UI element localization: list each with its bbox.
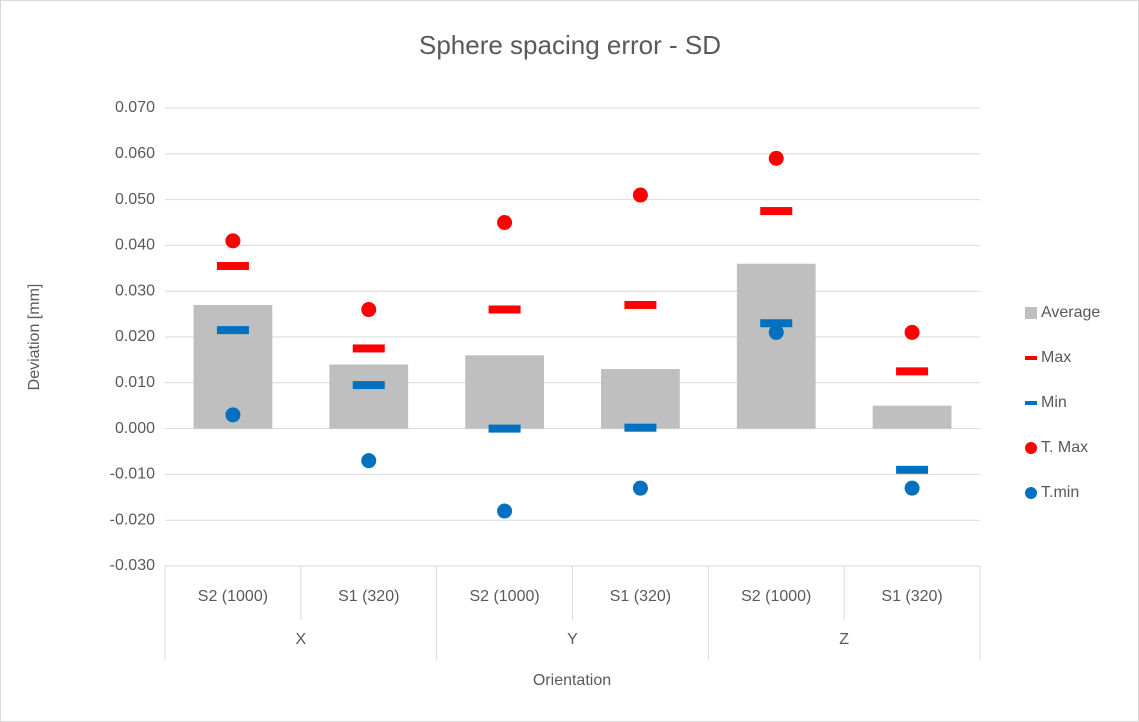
y-tick-label: -0.030: [110, 557, 155, 574]
dash-marker: [216, 262, 249, 271]
legend-label: T.min: [1041, 484, 1079, 501]
group-label: Z: [839, 631, 849, 648]
dot-marker: [497, 503, 513, 519]
y-axis-label: Deviation [mm]: [26, 284, 43, 391]
dash-marker: [216, 326, 249, 335]
legend-swatch: [1025, 487, 1037, 499]
group-label: X: [295, 631, 306, 648]
dash-marker: [760, 207, 793, 216]
y-tick-label: 0.030: [115, 282, 155, 299]
legend-swatch: [1025, 356, 1037, 360]
x-axis-label: Orientation: [533, 672, 611, 689]
dot-marker: [225, 233, 241, 249]
dash-marker: [624, 423, 657, 432]
dash-marker: [488, 305, 521, 314]
x-tick-label: S1 (320): [338, 588, 399, 605]
x-tick-label: S2 (1000): [469, 588, 539, 605]
dot-marker: [768, 150, 784, 166]
chart-title: Sphere spacing error - SD: [419, 30, 721, 60]
bar: [872, 405, 952, 429]
y-tick-label: 0.070: [115, 99, 155, 116]
dot-marker: [225, 407, 241, 423]
legend-label: T. Max: [1041, 439, 1088, 456]
y-tick-label: 0.050: [115, 191, 155, 208]
dot-marker: [361, 453, 377, 469]
bar: [736, 263, 816, 429]
y-tick-label: 0.040: [115, 237, 155, 254]
dot-marker: [904, 324, 920, 340]
legend-label: Max: [1041, 349, 1071, 366]
y-tick-label: 0.000: [115, 420, 155, 437]
dash-marker: [352, 344, 385, 353]
legend-label: Average: [1041, 304, 1100, 321]
dot-marker: [904, 480, 920, 496]
dot-marker: [361, 302, 377, 318]
dash-marker: [760, 319, 793, 328]
x-tick-label: S2 (1000): [741, 588, 811, 605]
y-tick-label: -0.020: [110, 511, 155, 528]
y-tick-label: -0.010: [110, 466, 155, 483]
x-tick-label: S2 (1000): [198, 588, 268, 605]
bar: [465, 355, 544, 429]
y-tick-label: 0.020: [115, 328, 155, 345]
legend-swatch: [1025, 401, 1037, 405]
dot-marker: [632, 480, 648, 496]
x-tick-label: S1 (320): [881, 588, 942, 605]
dash-marker: [488, 424, 521, 433]
bar: [601, 369, 680, 429]
group-label: Y: [567, 631, 578, 648]
dash-marker: [896, 465, 929, 474]
y-tick-label: 0.010: [115, 374, 155, 391]
y-tick-label: 0.060: [115, 145, 155, 162]
x-tick-label: S1 (320): [610, 588, 671, 605]
dash-marker: [896, 367, 929, 376]
legend-swatch: [1025, 442, 1037, 454]
bar: [329, 364, 409, 429]
dot-marker: [632, 187, 648, 203]
dash-marker: [624, 300, 657, 309]
legend-swatch: [1025, 307, 1037, 319]
legend-label: Min: [1041, 394, 1067, 411]
dash-marker: [352, 381, 385, 390]
dot-marker: [497, 215, 513, 230]
dot-marker: [768, 324, 784, 340]
